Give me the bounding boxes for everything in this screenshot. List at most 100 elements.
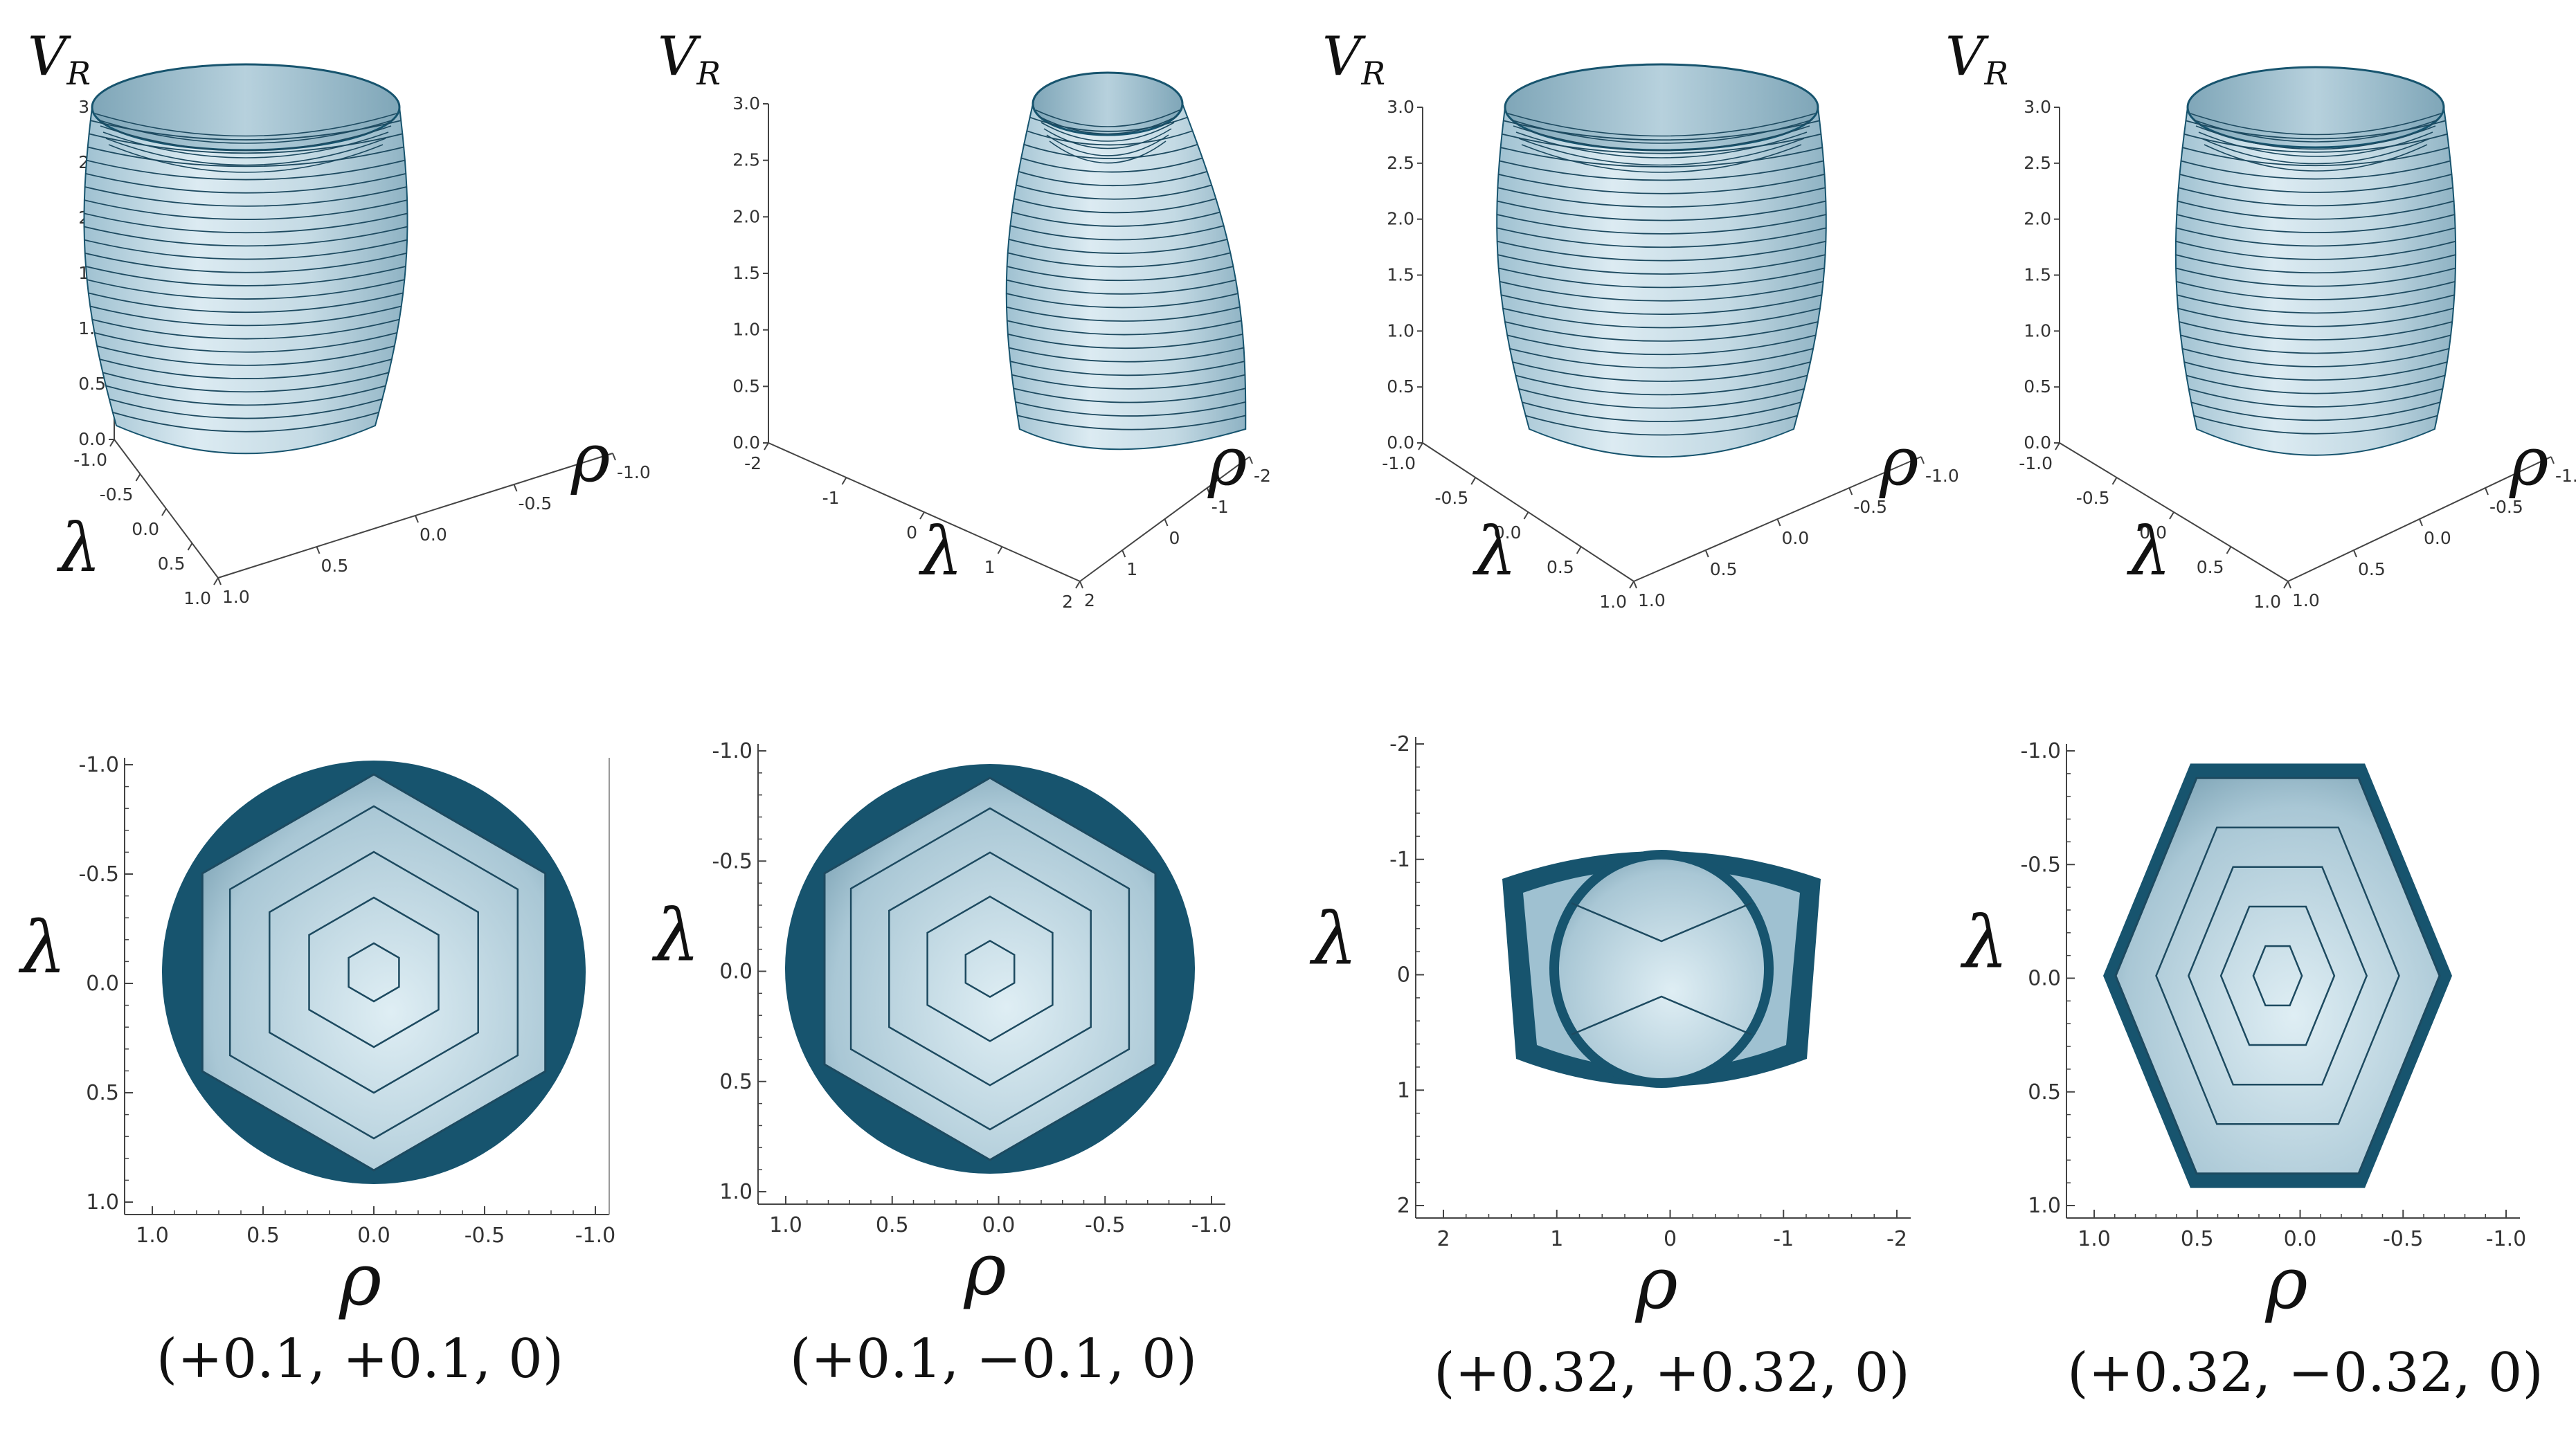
lambda-tick-label: 2: [1062, 592, 1073, 612]
surface-rim: [2186, 66, 2445, 149]
contour-line: [1503, 120, 1820, 141]
vr-tick-label: 0.5: [2024, 376, 2051, 397]
contour-line: [1016, 184, 1212, 200]
contour-plot-2d-4: -1.0 -0.5 0.0 0.5 1.0 1.0 0.5 0.0 -0.5 -1.0 λ ρ: [1960, 739, 2526, 1325]
lambda-tick-label: -0.5: [78, 862, 119, 887]
surface-plot-3d-3: VR 0.0 0.5 1.0 1.5 2.0 2.5 3.0 -1.0 1.0 -0.5 0.5 0.0…: [1322, 26, 1959, 612]
lambda-tick-mark: [2169, 511, 2174, 520]
surface-plot-3d-2: VR0.00.51.01.52.02.53.0-22-110 01-12-2λρ: [658, 26, 1271, 612]
rho-tick-label: -1.0: [1925, 466, 1959, 486]
rho-tick-label: -1.0: [617, 462, 651, 482]
contour-line: [2175, 240, 2456, 260]
contour-line: [86, 159, 406, 181]
contour-line: [1007, 266, 1234, 282]
inner-contour-line: [1038, 116, 1178, 135]
lambda-tick-label: 1: [1397, 1078, 1410, 1102]
contour-line: [1500, 147, 1823, 167]
contour-line: [1010, 361, 1245, 376]
contour-line: [1014, 198, 1216, 214]
contour-line: [2252, 945, 2303, 1007]
lambda-tick-mark: [2226, 546, 2232, 554]
contour-line: [96, 345, 395, 366]
panel-caption: (+0.32, +0.32, 0): [1434, 1342, 1910, 1404]
contour-plot-2d-1: -1.0 -0.5 0.0 0.5 1.0 1.0 0.5 0.0 -0.5 -1.0 λ ρ: [18, 753, 615, 1322]
lambda-tick-label: -1.0: [2019, 453, 2053, 473]
contour-line: [1015, 401, 1246, 417]
rho-tick-mark: [2353, 549, 2357, 558]
surface-plot-3d-4: VR 0.0 0.5 1.0 1.5 2.0 2.5 3.0 -1.0 1.0 -0.5 0.5 0.0…: [1945, 26, 2576, 612]
contour-line: [1497, 254, 1826, 275]
contour-line: [269, 851, 479, 1094]
rho-tick-label: 0.5: [2358, 559, 2386, 579]
rho-tick-label: 1.0: [769, 1213, 802, 1237]
lambda-axis-label: λ: [1960, 900, 2008, 985]
lambda-tick-mark: [1470, 477, 1477, 485]
lambda-tick-label: 1.0: [719, 1180, 753, 1204]
vr-tick-label: 2.5: [1387, 153, 1414, 173]
contour-line: [2182, 147, 2449, 167]
rho-tick-label: 0.5: [2181, 1227, 2214, 1251]
lambda-tick-mark: [1629, 581, 1634, 589]
contour-line: [1027, 130, 1193, 146]
contour-line: [1010, 225, 1224, 241]
rho-tick-label: 2: [1436, 1227, 1450, 1251]
contour-line: [2176, 227, 2456, 247]
contour-line: [84, 186, 407, 207]
rho-tick-label: 1.0: [222, 587, 250, 607]
contour-line: [1013, 388, 1246, 403]
contour-line: [88, 292, 404, 313]
vr-tick-label: 2.0: [1387, 209, 1414, 229]
inner-contour-line: [94, 113, 397, 137]
contour-line: [926, 896, 1054, 1042]
lambda-tick-mark: [1075, 581, 1081, 589]
contour-line: [84, 199, 408, 220]
contour-line: [2176, 281, 2456, 300]
contour-line: [1518, 388, 1805, 409]
lambda-tick-label: 1.0: [2028, 1194, 2061, 1218]
vr-tick-label: 0.0: [2024, 433, 2051, 453]
panel-caption: (+0.32, −0.32, 0): [2067, 1342, 2543, 1404]
contour-line: [1011, 211, 1221, 227]
contour-line: [1020, 157, 1203, 173]
lambda-axis-label: λ: [918, 513, 963, 590]
contour-line: [2219, 905, 2336, 1046]
rho-axis-label: ρ: [2265, 1241, 2308, 1325]
lambda-tick-label: 0: [906, 522, 917, 543]
lambda-tick-mark: [2111, 477, 2118, 485]
rho-tick-mark: [1206, 487, 1211, 496]
contour-line: [2178, 187, 2453, 207]
rho-tick-mark: [612, 453, 616, 461]
rho-tick-label: 1.0: [136, 1224, 169, 1248]
lambda-tick-mark: [109, 439, 115, 447]
contour-line: [1497, 240, 1826, 262]
rho-tick-mark: [2485, 487, 2489, 496]
lambda-tick-mark: [764, 442, 769, 451]
inner-contour-line: [1041, 122, 1175, 142]
contour-line: [1006, 306, 1241, 322]
contour-line: [888, 851, 1092, 1087]
contour-line: [1498, 173, 1825, 194]
contour-line: [85, 172, 406, 194]
contour-line: [84, 252, 407, 273]
contour-line: [1571, 902, 1752, 943]
contour-line: [1497, 214, 1826, 235]
surface-rim: [1032, 71, 1184, 136]
rho-axis-label: ρ: [339, 1237, 381, 1322]
lambda-axis-label: λ: [1309, 897, 1358, 981]
rho-tick-label: -2: [1886, 1227, 1907, 1251]
lambda-tick-label: 0.5: [2197, 557, 2224, 577]
lambda-tick-label: 0.5: [719, 1070, 753, 1094]
vr-tick-label: 0.5: [78, 374, 106, 394]
contour-line: [99, 358, 393, 379]
contour-line: [1507, 334, 1816, 356]
contour-line: [2177, 200, 2454, 220]
contour-line: [1497, 227, 1826, 248]
lambda-tick-label: -0.5: [712, 849, 753, 873]
contour-line: [1023, 143, 1198, 159]
rho-tick-label: -0.5: [1085, 1213, 1126, 1237]
rho-tick-label: 0.5: [321, 556, 349, 576]
lambda-tick-label: 0.5: [2028, 1080, 2061, 1105]
inner-contour-line: [2195, 125, 2436, 150]
contour-line: [1006, 293, 1239, 309]
contour-line: [1571, 995, 1752, 1036]
